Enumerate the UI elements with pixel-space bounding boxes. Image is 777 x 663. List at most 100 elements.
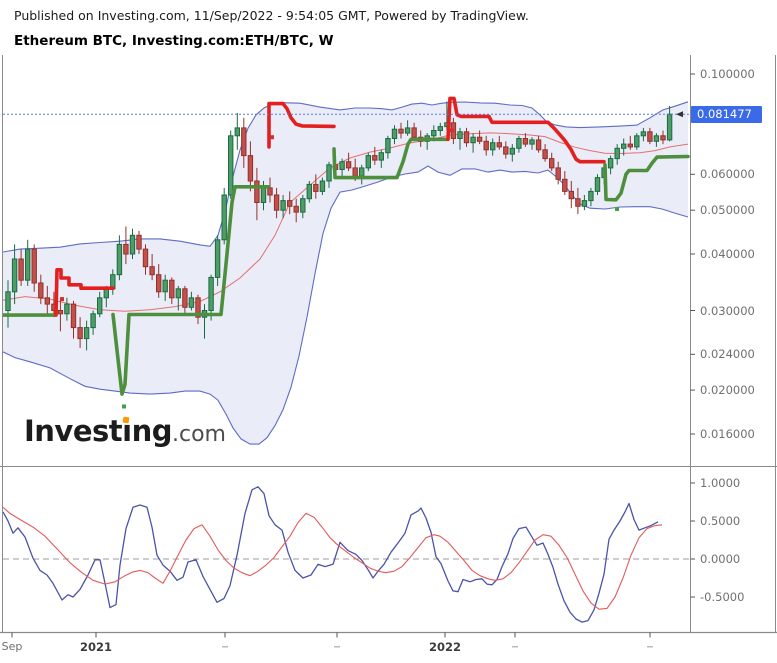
candle-body bbox=[562, 178, 568, 192]
candle-body bbox=[522, 138, 529, 145]
candle-body bbox=[339, 161, 345, 170]
candle-body bbox=[208, 276, 214, 311]
candle-body bbox=[476, 136, 483, 142]
candle-body bbox=[156, 274, 162, 293]
bollinger-upper-line bbox=[3, 101, 689, 253]
candle-body bbox=[83, 327, 90, 340]
candle-body bbox=[483, 140, 489, 151]
supertrend-up-line bbox=[603, 154, 690, 202]
candle-body bbox=[116, 243, 123, 276]
candle-body bbox=[359, 167, 365, 177]
candle-body bbox=[254, 180, 260, 203]
candle-body bbox=[221, 194, 227, 241]
candle-body bbox=[241, 127, 247, 157]
time-axis-faint-label bbox=[512, 646, 518, 648]
candle-body bbox=[529, 139, 535, 145]
candle-body bbox=[306, 183, 313, 200]
candle-body bbox=[287, 200, 293, 207]
last-price-label: 0.081477 bbox=[691, 105, 762, 123]
supertrend-down-line bbox=[267, 101, 336, 149]
candle-body bbox=[391, 128, 398, 139]
candle-body bbox=[162, 279, 168, 293]
supertrend-down-line bbox=[54, 268, 115, 317]
candle-body bbox=[398, 128, 404, 134]
trade-marker bbox=[270, 135, 274, 140]
candle-body bbox=[293, 205, 299, 213]
candle-body bbox=[627, 143, 633, 148]
candle-body bbox=[490, 142, 496, 151]
candle-body bbox=[136, 234, 142, 250]
candle-body bbox=[378, 152, 385, 161]
candle-body bbox=[103, 288, 109, 299]
candle-body bbox=[385, 138, 391, 154]
supertrend-down-line bbox=[446, 96, 606, 164]
candle-body bbox=[247, 155, 254, 182]
candle-body bbox=[64, 303, 70, 315]
candle-body bbox=[214, 239, 221, 278]
candle-body bbox=[188, 297, 195, 308]
candle-body bbox=[169, 279, 175, 299]
candle-body bbox=[97, 297, 103, 315]
supertrend-up-line bbox=[332, 137, 449, 180]
candle-body bbox=[496, 142, 503, 148]
candle-body bbox=[175, 288, 182, 299]
candle-body bbox=[621, 143, 627, 149]
candle-body bbox=[594, 177, 601, 192]
candle-body bbox=[457, 131, 463, 140]
candle-body bbox=[431, 130, 437, 137]
candle-body bbox=[411, 127, 417, 138]
instrument-title: Ethereum BTC, Investing.com:ETH/BTC, W bbox=[14, 33, 334, 49]
trade-marker bbox=[615, 207, 619, 211]
time-axis-faint-label bbox=[334, 646, 340, 648]
candle-body bbox=[372, 155, 378, 161]
candle-body bbox=[313, 183, 319, 192]
candle-body bbox=[647, 131, 653, 142]
trade-marker bbox=[122, 404, 126, 409]
last-price-marker bbox=[676, 111, 683, 118]
candle-body bbox=[142, 248, 149, 268]
candle-body bbox=[549, 158, 555, 169]
trade-marker bbox=[60, 297, 64, 302]
candle-body bbox=[260, 187, 267, 203]
candle-body bbox=[503, 146, 509, 155]
candle-body bbox=[234, 127, 241, 137]
candle-body bbox=[70, 303, 77, 329]
main-price-panel[interactable] bbox=[3, 96, 690, 445]
candle-body bbox=[581, 200, 588, 207]
candle-body bbox=[38, 282, 44, 299]
candle-body bbox=[542, 149, 548, 160]
candle-body bbox=[437, 126, 444, 131]
candle-body bbox=[5, 291, 11, 311]
bollinger-band-fill bbox=[3, 101, 688, 445]
oscillator-fast-line bbox=[3, 486, 659, 623]
oscillator-panel[interactable] bbox=[3, 486, 690, 623]
candle-body bbox=[607, 158, 614, 169]
candle-body bbox=[516, 138, 522, 149]
supertrend-up-line bbox=[111, 185, 270, 396]
trade-marker bbox=[450, 128, 454, 133]
candle-body bbox=[326, 164, 332, 182]
candle-body bbox=[25, 248, 31, 281]
candle-body bbox=[509, 147, 516, 155]
candle-body bbox=[555, 167, 561, 180]
candle-body bbox=[44, 297, 50, 305]
candle-body bbox=[273, 194, 280, 211]
chart-frame bbox=[0, 55, 777, 648]
candle-body bbox=[11, 258, 18, 293]
candle-body bbox=[345, 161, 352, 169]
candle-body bbox=[57, 310, 64, 315]
candle-body bbox=[31, 248, 37, 284]
candle-body bbox=[77, 327, 83, 340]
candle-body bbox=[123, 243, 129, 255]
candle-body bbox=[568, 190, 574, 200]
candle-body bbox=[575, 198, 581, 207]
bollinger-basis-line bbox=[3, 132, 689, 312]
candle-body bbox=[18, 258, 24, 281]
candle-body bbox=[660, 135, 666, 141]
candle-body bbox=[666, 113, 673, 141]
candle-body bbox=[614, 147, 620, 160]
oscillator-slow-line bbox=[3, 506, 663, 610]
candle-body bbox=[90, 313, 96, 329]
